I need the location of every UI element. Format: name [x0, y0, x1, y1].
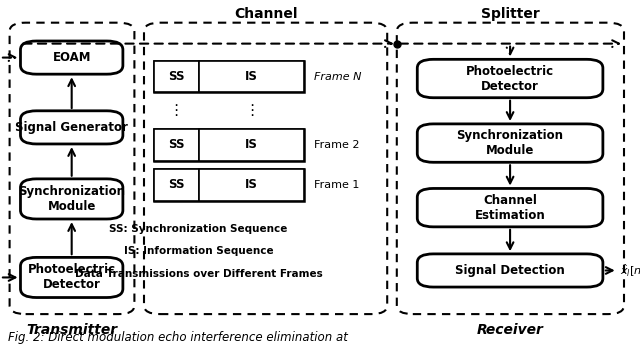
Text: Receiver: Receiver [477, 323, 543, 337]
Text: Splitter: Splitter [481, 7, 540, 21]
Text: ⋮: ⋮ [244, 103, 259, 118]
Text: IS: Information Sequence: IS: Information Sequence [124, 246, 273, 256]
Text: SS: SS [168, 178, 184, 192]
FancyBboxPatch shape [20, 179, 123, 219]
FancyBboxPatch shape [417, 59, 603, 98]
Text: Frame 1: Frame 1 [314, 180, 359, 190]
FancyBboxPatch shape [20, 258, 123, 297]
Bar [198, 61, 304, 92]
Bar [154, 61, 304, 92]
Bar [154, 129, 198, 161]
Bar [198, 169, 304, 201]
Bar [154, 61, 198, 92]
Text: Transmitter: Transmitter [26, 323, 117, 337]
Text: IS: IS [245, 178, 258, 192]
Text: $\hat{x}_l[n]$: $\hat{x}_l[n]$ [620, 262, 640, 279]
Text: Photoelectric
Detector: Photoelectric Detector [28, 263, 116, 291]
Text: Signal Generator: Signal Generator [15, 121, 128, 134]
Text: SS: SS [168, 138, 184, 151]
FancyBboxPatch shape [20, 111, 123, 144]
Text: Fig. 2: Direct modulation echo interference elimination at: Fig. 2: Direct modulation echo interfere… [8, 331, 348, 344]
Text: Synchronization
Module: Synchronization Module [456, 129, 564, 157]
Bar [154, 129, 304, 161]
Text: Signal Detection: Signal Detection [455, 264, 565, 277]
FancyBboxPatch shape [417, 124, 603, 162]
FancyBboxPatch shape [417, 188, 603, 227]
Text: Channel: Channel [234, 7, 298, 21]
Text: Data Transmissions over Different Frames: Data Transmissions over Different Frames [74, 269, 323, 279]
Text: Frame N: Frame N [314, 72, 361, 82]
Text: Frame 2: Frame 2 [314, 140, 359, 150]
Text: Photoelectric
Detector: Photoelectric Detector [466, 65, 554, 92]
Bar [154, 169, 304, 201]
Text: Synchronization
Module: Synchronization Module [18, 185, 125, 213]
Bar [198, 129, 304, 161]
Text: Channel
Estimation: Channel Estimation [475, 194, 545, 222]
FancyBboxPatch shape [417, 254, 603, 287]
Bar [154, 169, 198, 201]
Text: IS: IS [245, 138, 258, 151]
Text: ⋮: ⋮ [168, 103, 184, 118]
Text: SS: Synchronization Sequence: SS: Synchronization Sequence [109, 224, 287, 233]
FancyBboxPatch shape [20, 41, 123, 74]
Text: IS: IS [245, 70, 258, 83]
Text: EOAM: EOAM [52, 51, 91, 64]
Text: SS: SS [168, 70, 184, 83]
